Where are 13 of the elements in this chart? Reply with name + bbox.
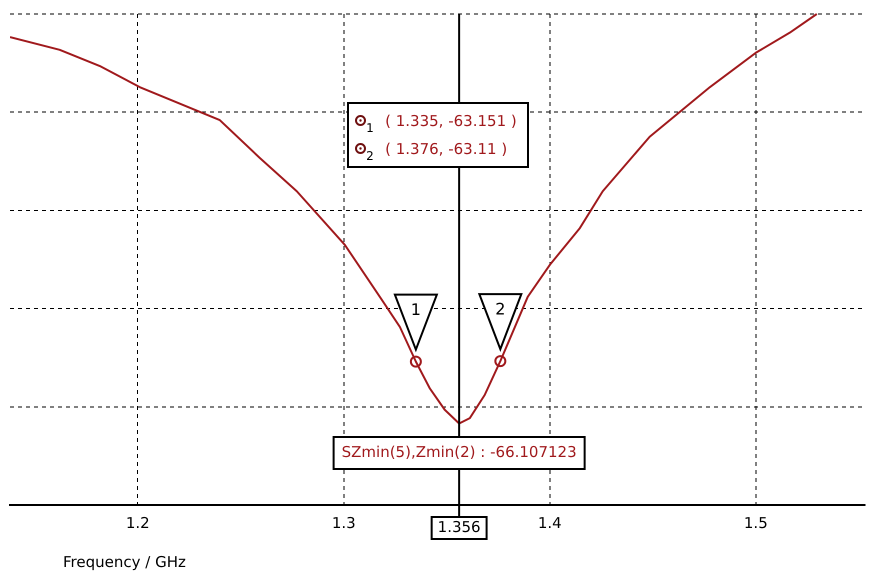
x-tick-label: 1.2 [126, 514, 150, 532]
annotation: ( 1.335, -63.151 ) [385, 112, 517, 130]
x-tick-label: 1.5 [744, 514, 768, 532]
text: 2 [366, 149, 374, 163]
x-tick-label: 1.3 [332, 514, 356, 532]
annotation: 2 [495, 299, 506, 318]
text: 1 [366, 121, 374, 135]
annotation: ( 1.376, -63.11 ) [385, 140, 508, 158]
x-tick-label: 1.4 [538, 514, 562, 532]
x-axis-title: Frequency / GHz [63, 552, 186, 571]
annotation: SZmin(5),Zmin(2) : -66.107123 [342, 442, 577, 461]
annotation: 1 [410, 300, 421, 319]
ref-line-label: 1.356 [438, 518, 481, 536]
